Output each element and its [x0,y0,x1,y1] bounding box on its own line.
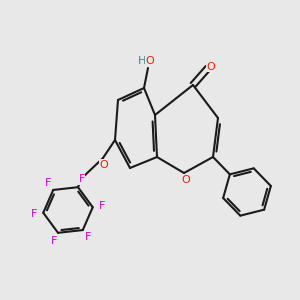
Text: F: F [98,201,105,211]
Text: H: H [138,56,146,66]
Text: O: O [100,160,108,170]
Text: O: O [145,56,154,66]
Text: O: O [207,61,215,71]
Text: F: F [45,178,51,188]
Text: F: F [31,209,38,219]
Text: F: F [51,236,58,246]
Text: F: F [85,232,91,242]
Text: O: O [181,175,190,185]
Text: F: F [78,174,85,184]
